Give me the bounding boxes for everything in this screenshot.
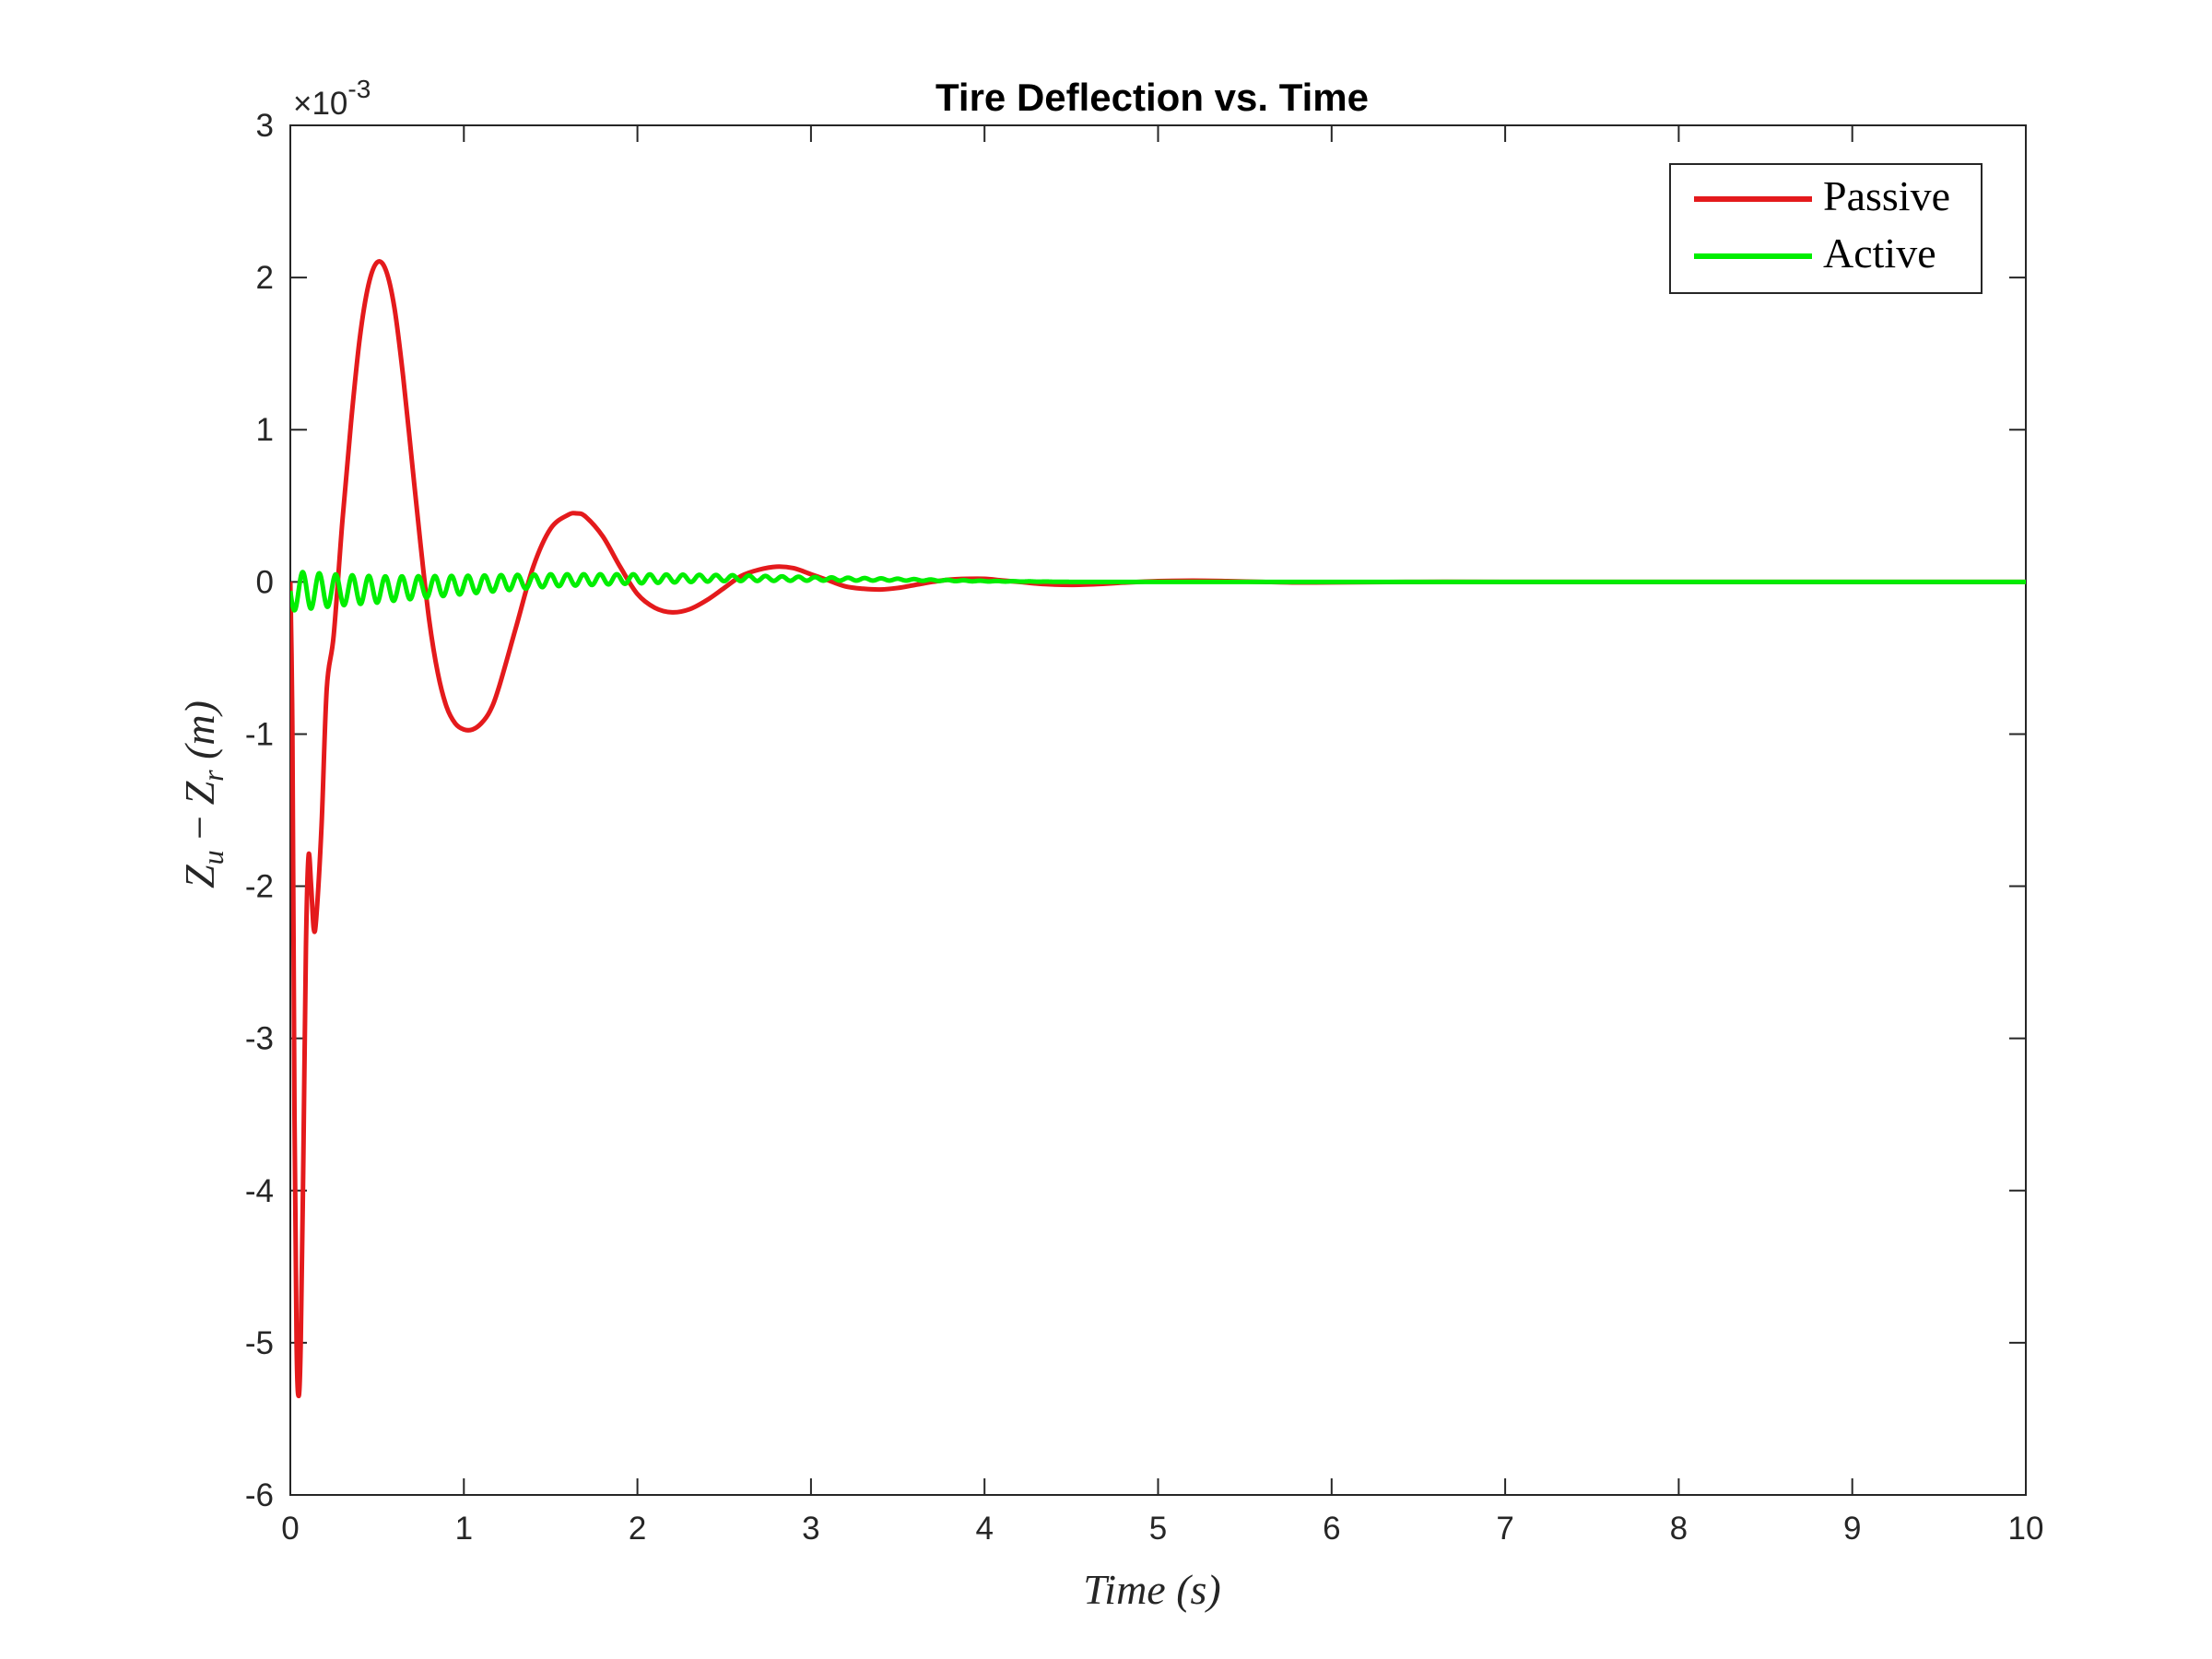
y-axis-label: Zu − Zr (m) (176, 700, 229, 888)
y-tick-label: 2 (256, 260, 274, 296)
axes-box (289, 124, 2027, 1496)
x-axis-ticks: 0 1 2 3 4 5 6 7 8 9 10 (281, 125, 2043, 1547)
y-tick-label: 3 (256, 108, 274, 144)
y-tick-label: -1 (245, 716, 274, 752)
y-label-unit: (m) (176, 700, 223, 770)
y-tick-label: -6 (245, 1477, 274, 1513)
y-tick-label: -5 (245, 1325, 274, 1361)
x-tick-label: 7 (1496, 1511, 1513, 1547)
y-tick-label: -4 (245, 1173, 274, 1209)
x-tick-label: 6 (1323, 1511, 1340, 1547)
x-tick-label: 3 (802, 1511, 819, 1547)
y-tick-label: 1 (256, 412, 274, 448)
y-label-op: − (176, 805, 223, 850)
legend-label-active: Active (1823, 229, 1936, 276)
y-label-a-sub: u (196, 850, 229, 865)
y-label-b-sub: r (196, 770, 229, 782)
x-tick-label: 1 (455, 1511, 473, 1547)
y-tick-label: -2 (245, 869, 274, 905)
series-line-active (290, 570, 2026, 613)
x-tick-label: 5 (1149, 1511, 1167, 1547)
y-label-b: Z (176, 781, 223, 805)
x-axis-label: Time (s) (1083, 1566, 1221, 1613)
x-tick-label: 0 (281, 1511, 299, 1547)
series-line-passive (290, 259, 2026, 1399)
y-exponent-value: -3 (347, 75, 371, 103)
y-label-a: Z (176, 865, 223, 888)
x-tick-label: 4 (975, 1511, 993, 1547)
y-multiplier: ×10 (293, 86, 347, 122)
y-tick-label: -3 (245, 1021, 274, 1057)
x-tick-label: 9 (1843, 1511, 1861, 1547)
legend-label-passive: Passive (1823, 172, 1950, 219)
x-tick-label: 8 (1670, 1511, 1688, 1547)
y-axis-exponent: ×10-3 (293, 75, 371, 122)
legend: Passive Active (1669, 163, 1983, 294)
y-tick-label: 0 (256, 564, 274, 600)
chart-title: Tire Deflection vs. Time (935, 76, 1369, 119)
x-tick-label: 10 (2008, 1511, 2044, 1547)
x-tick-label: 2 (629, 1511, 646, 1547)
series-layer (290, 259, 2026, 1399)
legend-box (1669, 163, 1983, 294)
